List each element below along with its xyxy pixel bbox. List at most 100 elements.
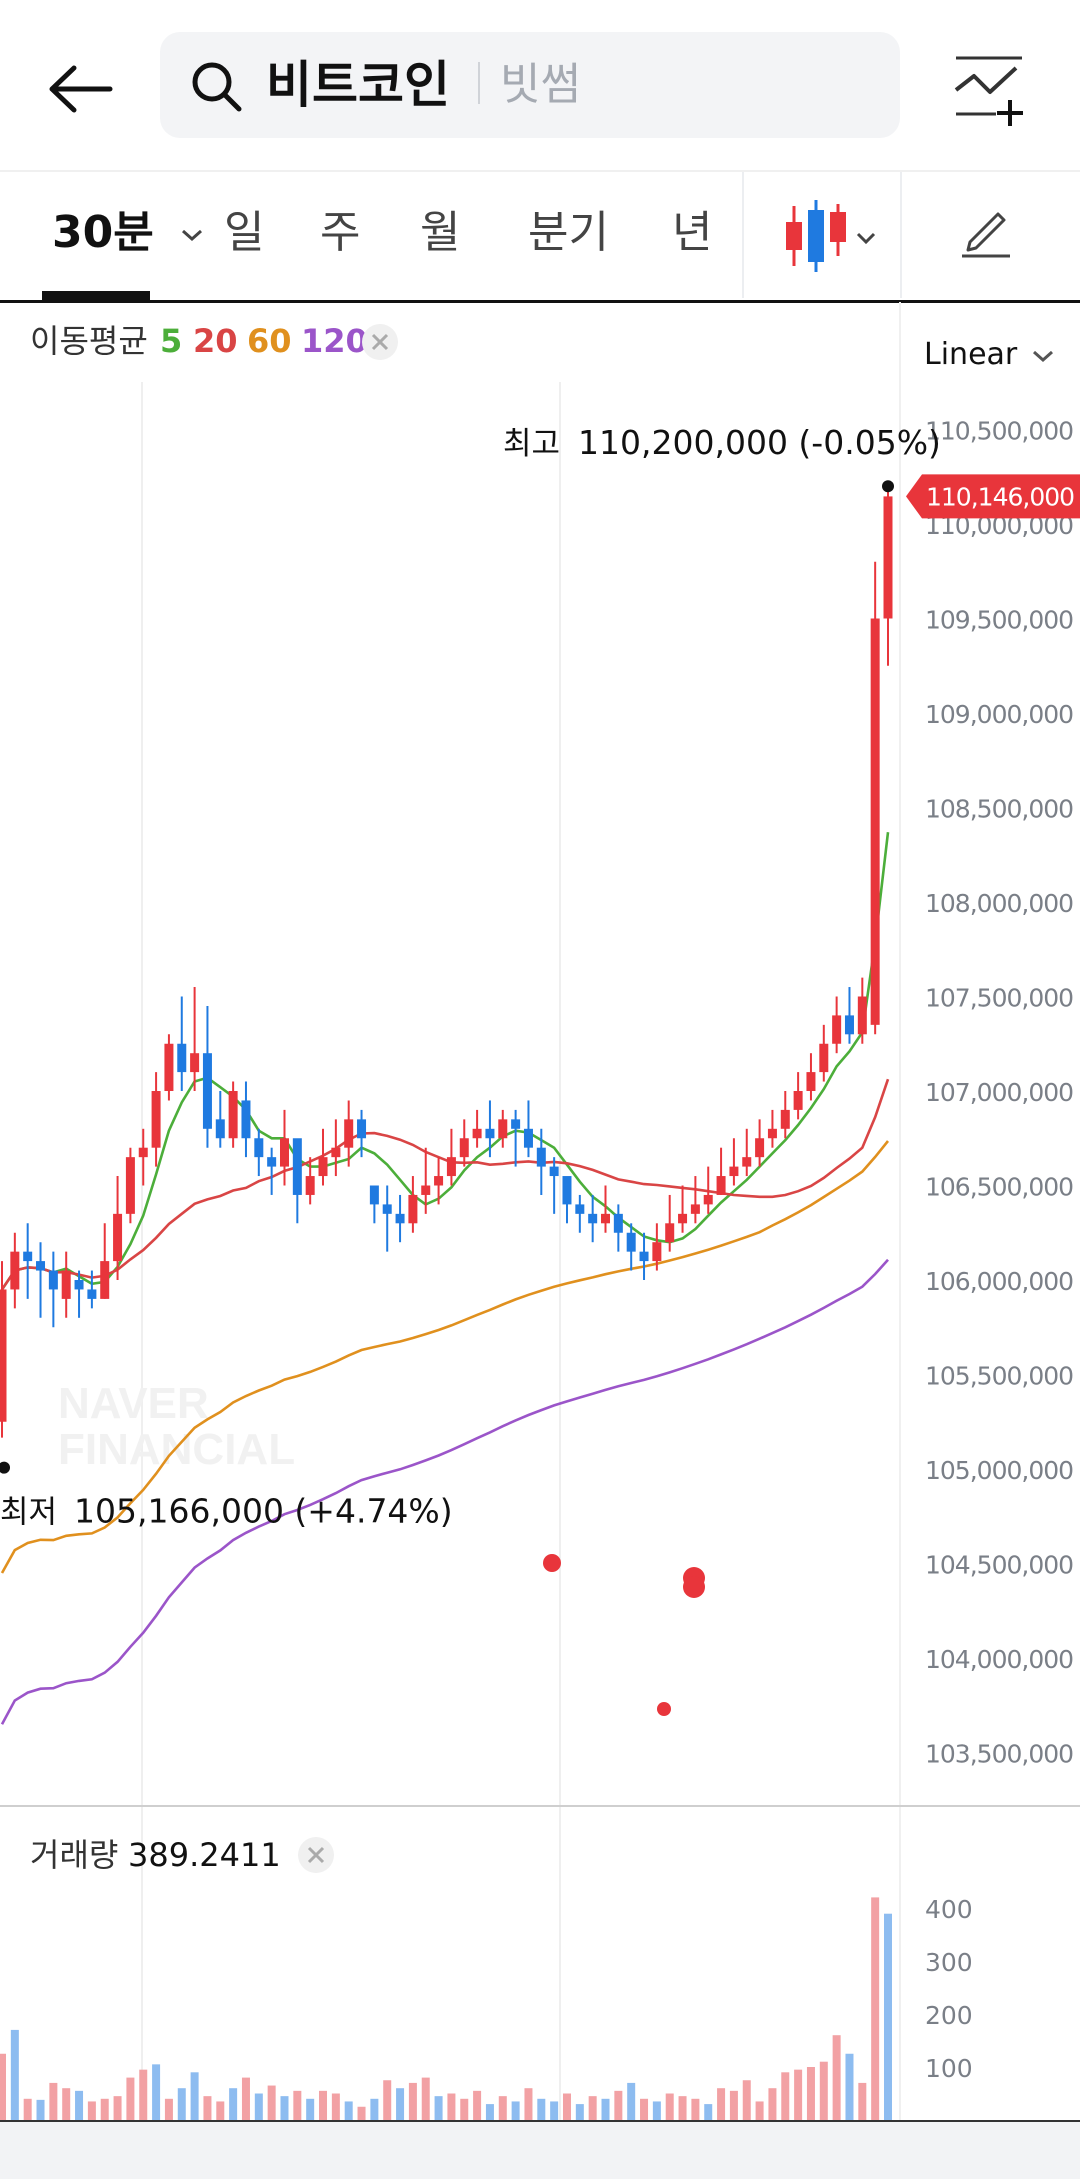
candle-body bbox=[716, 1176, 726, 1195]
candle-body bbox=[10, 1251, 20, 1290]
volume-bar bbox=[665, 2093, 674, 2120]
volume-bar bbox=[267, 2085, 276, 2120]
chevron-down-icon bbox=[182, 229, 203, 242]
volume-bar bbox=[742, 2080, 751, 2120]
candle-body bbox=[767, 1128, 777, 1139]
volume-bar bbox=[640, 2098, 649, 2120]
candle-body bbox=[48, 1270, 58, 1290]
candle-body bbox=[857, 996, 867, 1035]
drawing-dot bbox=[543, 1554, 561, 1572]
volume-tick-label: 300 bbox=[925, 1948, 973, 1977]
low-label: 최저 bbox=[0, 1495, 57, 1531]
candle-body bbox=[382, 1204, 392, 1214]
candle-body bbox=[844, 1015, 854, 1035]
volume-bar bbox=[370, 2098, 379, 2120]
volume-bar bbox=[87, 2101, 96, 2120]
candle-body bbox=[177, 1043, 187, 1073]
candle-body bbox=[755, 1138, 765, 1158]
y-tick-label: 104,500,000 bbox=[925, 1551, 1073, 1580]
candle-body bbox=[549, 1166, 559, 1177]
high-value: 110,200,000 (-0.05%) bbox=[578, 423, 941, 462]
volume-bar bbox=[691, 2098, 700, 2120]
volume-bar bbox=[164, 2098, 173, 2120]
candle-body bbox=[472, 1128, 482, 1139]
volume-bar bbox=[845, 2053, 854, 2120]
drawing-dot bbox=[683, 1576, 705, 1598]
ma-period-120: 120 bbox=[301, 322, 368, 360]
tab-month[interactable]: 월 bbox=[420, 207, 461, 258]
candle-body bbox=[138, 1147, 148, 1158]
candle-body bbox=[74, 1280, 84, 1290]
candle-body bbox=[870, 618, 880, 1025]
y-tick-label: 105,500,000 bbox=[925, 1362, 1073, 1391]
volume-bar bbox=[126, 2077, 135, 2120]
candle-body bbox=[446, 1157, 456, 1177]
volume-bar bbox=[511, 2101, 520, 2120]
time-axis-bar bbox=[0, 2120, 1080, 2179]
volume-bar bbox=[550, 2101, 559, 2120]
volume-tick-label: 200 bbox=[925, 2001, 973, 2030]
candle-body bbox=[523, 1128, 533, 1148]
volume-bar bbox=[49, 2082, 58, 2120]
search-icon bbox=[192, 62, 242, 112]
volume-bar bbox=[10, 2029, 19, 2120]
volume-bar bbox=[627, 2082, 636, 2120]
y-tick-label: 107,000,000 bbox=[925, 1078, 1073, 1107]
period-tab-bar: 30분 일 주 월 분기 년 bbox=[0, 172, 1080, 303]
ma-period-60: 60 bbox=[247, 322, 292, 360]
volume-bar bbox=[858, 2082, 867, 2120]
candle-body bbox=[613, 1213, 623, 1233]
candle-body bbox=[215, 1119, 225, 1139]
volume-bar bbox=[755, 2101, 764, 2120]
candle-body bbox=[241, 1100, 251, 1139]
candle-body bbox=[806, 1072, 816, 1091]
volume-bar bbox=[319, 2090, 328, 2120]
volume-bar bbox=[100, 2098, 109, 2120]
candle-body bbox=[190, 1053, 200, 1073]
candle-body bbox=[511, 1119, 521, 1129]
tab-separator bbox=[900, 172, 902, 298]
candle-body bbox=[267, 1157, 277, 1167]
tab-year[interactable]: 년 bbox=[672, 207, 713, 258]
low-value: 105,166,000 (+4.74%) bbox=[74, 1492, 453, 1531]
ma20-line bbox=[0, 1078, 890, 1291]
price-chart[interactable]: NAVERFINANCIAL110,500,000110,000,000109,… bbox=[0, 302, 1080, 2177]
volume-bar bbox=[241, 2077, 250, 2120]
candle-body bbox=[357, 1119, 367, 1139]
search-input[interactable]: 비트코인 빗썸 bbox=[160, 32, 900, 138]
candle-body bbox=[292, 1138, 302, 1195]
volume-bar bbox=[884, 1913, 892, 2120]
tab-quarter[interactable]: 분기 bbox=[528, 207, 609, 258]
ma-period-5: 5 bbox=[160, 322, 182, 360]
volume-bar bbox=[537, 2098, 546, 2120]
volume-bar bbox=[473, 2090, 482, 2120]
compare-chart-icon[interactable] bbox=[950, 52, 1030, 132]
watermark-text: FINANCIAL bbox=[58, 1425, 295, 1474]
volume-bar bbox=[203, 2096, 212, 2120]
volume-bar bbox=[614, 2090, 623, 2120]
candle-body bbox=[562, 1176, 572, 1205]
candle-body bbox=[421, 1185, 431, 1195]
candle-body bbox=[498, 1119, 508, 1139]
tab-week[interactable]: 주 bbox=[320, 207, 361, 258]
tab-day[interactable]: 일 bbox=[224, 207, 265, 258]
y-tick-label: 106,000,000 bbox=[925, 1267, 1073, 1296]
volume-tick-label: 100 bbox=[925, 2054, 973, 2083]
close-icon bbox=[371, 333, 389, 351]
candle-body bbox=[575, 1204, 585, 1214]
volume-bar bbox=[190, 2072, 199, 2120]
volume-bar bbox=[652, 2101, 661, 2120]
ma5-line bbox=[0, 832, 890, 1291]
back-arrow-icon[interactable] bbox=[40, 48, 122, 130]
candle-body bbox=[536, 1147, 546, 1167]
candle-body bbox=[254, 1138, 264, 1158]
high-marker-dot bbox=[882, 480, 894, 493]
volume-bar bbox=[23, 2098, 32, 2120]
volume-bar bbox=[434, 2096, 443, 2120]
volume-bar bbox=[562, 2093, 571, 2120]
tab-30min[interactable]: 30분 bbox=[52, 172, 205, 300]
candle-body bbox=[151, 1091, 161, 1148]
candlestick-type-icon[interactable] bbox=[780, 200, 884, 272]
pencil-icon[interactable] bbox=[958, 202, 1014, 258]
volume-bar bbox=[678, 2096, 687, 2120]
